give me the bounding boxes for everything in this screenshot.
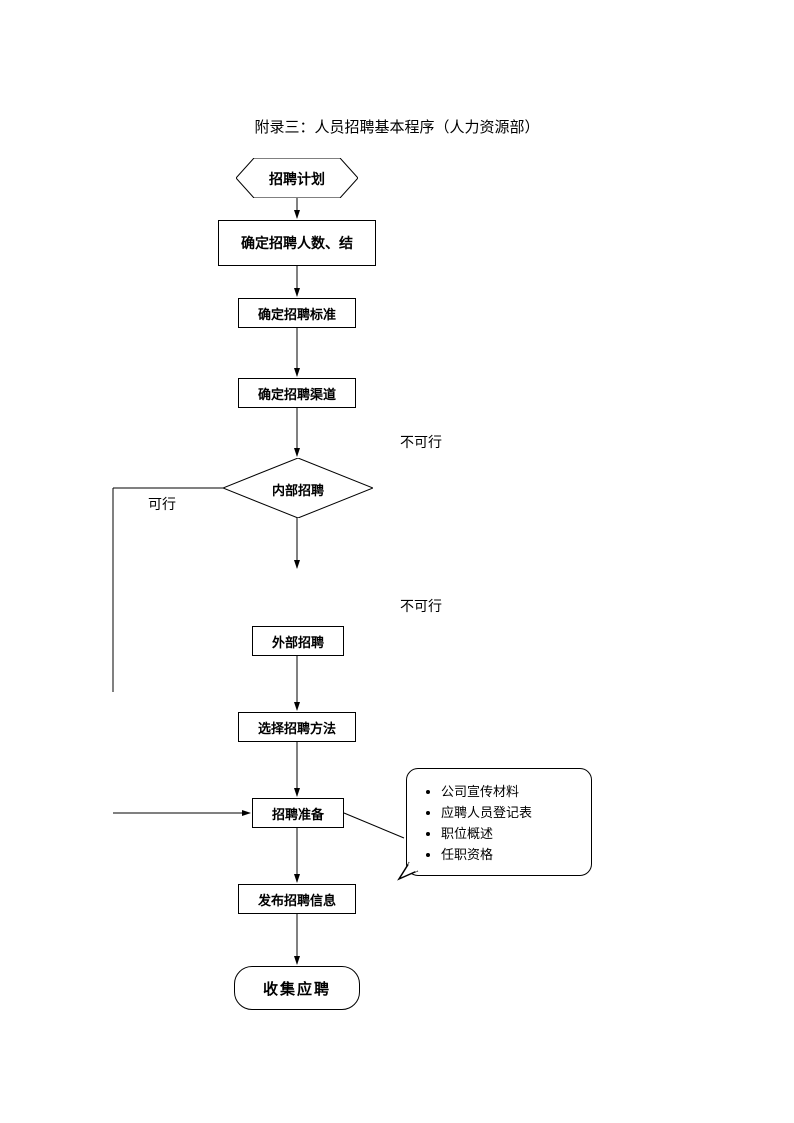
node-plan: 招聘计划 [236,158,358,198]
callout-item: 公司宣传材料 [441,781,575,800]
callout-item: 应聘人员登记表 [441,802,575,821]
page-title: 附录三：人员招聘基本程序（人力资源部） [0,116,794,137]
label-infeasible-1: 不可行 [400,432,442,452]
node-external: 外部招聘 [252,626,344,656]
node-collect: 收集应聘 [234,966,360,1010]
label-infeasible-2: 不可行 [400,596,442,616]
node-method-label: 选择招聘方法 [258,718,336,737]
node-count: 确定招聘人数、结 [218,220,376,266]
node-standard: 确定招聘标准 [238,298,356,328]
node-prepare-label: 招聘准备 [272,804,324,823]
node-standard-label: 确定招聘标准 [258,304,336,323]
callout-item: 职位概述 [441,823,575,842]
node-internal: 内部招聘 [223,458,373,518]
node-channel-label: 确定招聘渠道 [258,384,336,403]
callout-item: 任职资格 [441,844,575,863]
node-method: 选择招聘方法 [238,712,356,742]
node-collect-label: 收集应聘 [263,978,331,999]
node-plan-label: 招聘计划 [236,169,358,189]
node-prepare: 招聘准备 [252,798,344,828]
node-count-label: 确定招聘人数、结 [241,233,353,253]
callout-materials: 公司宣传材料 应聘人员登记表 职位概述 任职资格 [406,768,592,876]
node-publish-label: 发布招聘信息 [258,890,336,909]
node-publish: 发布招聘信息 [238,884,356,914]
label-feasible: 可行 [148,494,176,514]
node-external-label: 外部招聘 [272,632,324,651]
node-internal-label: 内部招聘 [223,480,373,499]
flowchart-edges [0,0,794,1123]
node-channel: 确定招聘渠道 [238,378,356,408]
